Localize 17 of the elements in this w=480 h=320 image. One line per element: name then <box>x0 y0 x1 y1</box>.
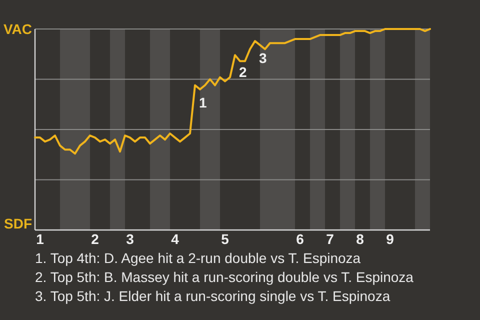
x-tick-label: 8 <box>356 231 364 247</box>
x-tick-label: 1 <box>36 231 44 247</box>
text: 1. Top 4th: D. Agee hit a 2-run double vs T. Espinoza <box>35 250 361 266</box>
x-tick-label: 6 <box>296 231 304 247</box>
x-tick-label: 3 <box>126 231 134 247</box>
annotation: 3 <box>259 50 267 66</box>
annotation: 2 <box>239 64 247 80</box>
x-tick-label: 7 <box>326 231 334 247</box>
text: SDF <box>4 216 32 232</box>
x-tick-label: 9 <box>386 231 394 247</box>
text: 2. Top 5th: B. Massey hit a run-scoring double vs T. Espinoza <box>35 269 414 285</box>
text: 3. Top 5th: J. Elder hit a run-scoring single vs T. Espinoza <box>35 288 390 304</box>
x-tick-label: 5 <box>221 231 230 247</box>
x-tick-label: 4 <box>171 231 180 247</box>
text: VAC <box>3 20 32 37</box>
annotation: 1 <box>199 94 207 110</box>
x-tick-label: 2 <box>91 231 100 247</box>
